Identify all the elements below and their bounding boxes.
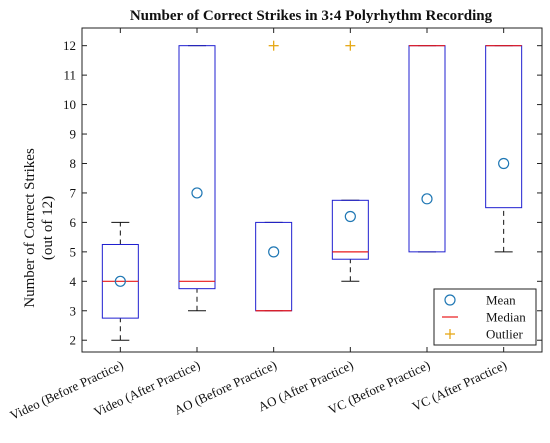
y-axis-label-line-1: Number of Correct Strikes (22, 148, 38, 308)
y-axis-label: Number of Correct Strikes (out of 12) (22, 148, 56, 308)
y-tick-label: 12 (63, 38, 76, 53)
y-tick-label: 11 (63, 68, 76, 83)
legend-entry-label: Mean (486, 293, 516, 308)
mean-marker (114, 275, 126, 287)
box-iqr (485, 45, 523, 209)
y-tick-label: 6 (70, 215, 77, 230)
mean-marker (268, 246, 280, 258)
y-tick-label: 10 (63, 97, 76, 112)
legend-mean-symbol (444, 294, 456, 306)
box-group (485, 45, 523, 253)
y-tick-label: 9 (70, 127, 77, 142)
box-iqr (408, 45, 446, 253)
legend-entry-label: Median (486, 310, 526, 325)
chart-title: Number of Correct Strikes in 3:4 Polyrhy… (130, 8, 493, 24)
y-tick-label: 7 (70, 185, 77, 200)
y-tick-label: 2 (70, 333, 77, 348)
y-tick-label: 5 (70, 244, 77, 259)
y-tick-label: 8 (70, 156, 77, 171)
box-group (101, 221, 139, 341)
legend-entry-label: Outlier (486, 327, 523, 342)
box-iqr (331, 199, 369, 260)
box-iqr (178, 45, 216, 290)
mean-marker (344, 210, 356, 223)
box-group (408, 45, 446, 253)
box-group (178, 45, 216, 312)
legend: Mean Median Outlier (433, 288, 537, 346)
box-group (255, 40, 293, 312)
y-tick-label: 3 (70, 303, 77, 318)
y-tick-label: 4 (70, 274, 77, 289)
plot-frame (81, 27, 543, 353)
mean-marker (421, 193, 433, 205)
mean-marker (498, 157, 510, 170)
box-iqr (255, 221, 293, 312)
y-axis-label-line-2: (out of 12) (40, 196, 56, 260)
box-group (331, 40, 369, 282)
mean-marker (191, 187, 203, 199)
